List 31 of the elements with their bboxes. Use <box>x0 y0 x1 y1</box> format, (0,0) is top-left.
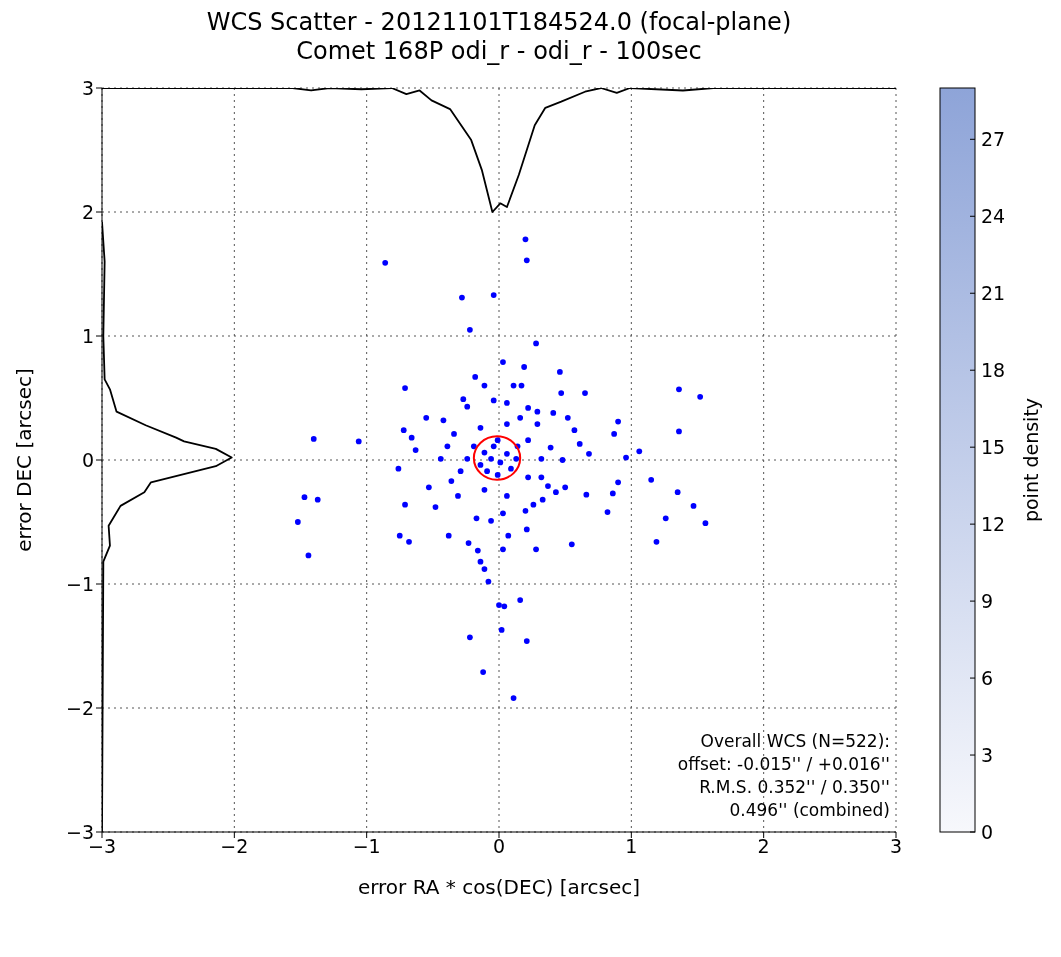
chart-subtitle: Comet 168P odi_r - odi_r - 100sec <box>295 37 703 66</box>
annotation: offset: -0.015'' / +0.016'' <box>677 753 890 776</box>
color-bar-label: 12 <box>981 513 1006 536</box>
color-bar-label: 15 <box>981 436 1006 459</box>
annotation: Overall WCS (N=522): <box>699 730 890 753</box>
x-tick-label: 0 <box>492 835 506 858</box>
color-bar-label: 21 <box>981 282 1006 305</box>
color-bar-label: 9 <box>981 590 994 613</box>
color-bar-label: 6 <box>981 667 994 690</box>
y-tick-label: −1 <box>65 572 94 595</box>
x-tick-label: 2 <box>757 835 770 858</box>
annotation: R.M.S. 0.352'' / 0.350'' <box>698 776 890 799</box>
x-axis-title: error RA * cos(DEC) [arcsec] <box>357 875 641 899</box>
color-bar-label: 27 <box>981 128 1006 151</box>
y-tick-label: 3 <box>81 76 94 99</box>
color-bar-label: 24 <box>981 205 1006 228</box>
color-bar-title: point density <box>1020 397 1042 523</box>
chart-title: WCS Scatter - 20121101T184524.0 (focal-plane) <box>205 8 793 37</box>
x-tick-label: −1 <box>352 835 381 858</box>
y-tick-label: 2 <box>81 200 94 223</box>
y-tick-label: 0 <box>81 448 94 471</box>
x-tick-label: 3 <box>889 835 903 858</box>
color-bar-label: 18 <box>981 359 1006 382</box>
color-bar-label: 3 <box>981 744 994 767</box>
annotation: 0.496'' (combined) <box>728 799 890 822</box>
y-axis-title: error DEC [arcsec] <box>12 368 37 552</box>
y-tick-label: −2 <box>65 696 94 719</box>
color-bar-label: 0 <box>981 821 994 843</box>
y-tick-label: 1 <box>81 324 94 347</box>
x-tick-label: −2 <box>220 835 249 858</box>
x-tick-label: 1 <box>625 835 638 858</box>
